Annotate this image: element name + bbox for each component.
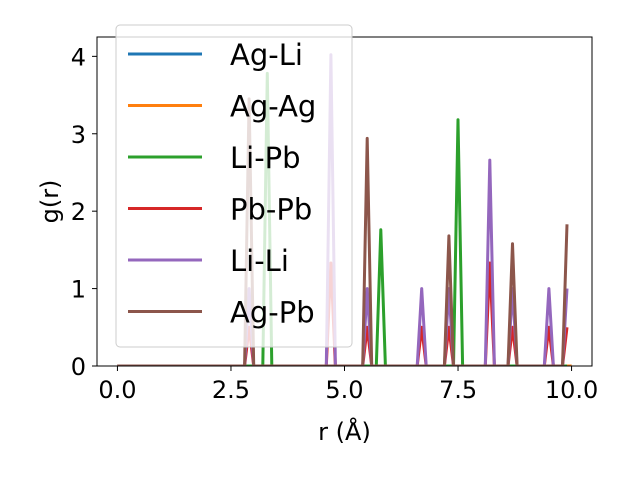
y-tick-label: 2: [71, 198, 86, 226]
y-tick-label: 0: [71, 353, 86, 381]
x-tick-label: 5.0: [325, 376, 363, 404]
x-tick-label: 7.5: [439, 376, 477, 404]
x-tick-label: 10.0: [545, 376, 598, 404]
x-tick-label: 0.0: [98, 376, 136, 404]
y-tick-label: 4: [71, 43, 86, 71]
legend-label: Ag-Ag: [230, 90, 316, 124]
y-tick-label: 1: [71, 276, 86, 304]
legend-label: Pb-Pb: [230, 193, 312, 227]
y-axis: 0 1 2 3 4: [71, 43, 97, 381]
y-axis-label: g(r): [36, 180, 64, 224]
x-axis: 0.0 2.5 5.0 7.5 10.0: [98, 366, 598, 404]
legend-label: Li-Li: [230, 244, 289, 278]
legend-label: Ag-Li: [230, 38, 303, 72]
y-tick-label: 3: [71, 121, 86, 149]
legend-label: Li-Pb: [230, 141, 301, 175]
legend: Ag-Li Ag-Ag Li-Pb Pb-Pb Li-Li Ag-Pb: [115, 24, 353, 348]
x-axis-label: r (Å): [318, 417, 371, 446]
x-tick-label: 2.5: [212, 376, 250, 404]
legend-label: Ag-Pb: [230, 296, 315, 330]
